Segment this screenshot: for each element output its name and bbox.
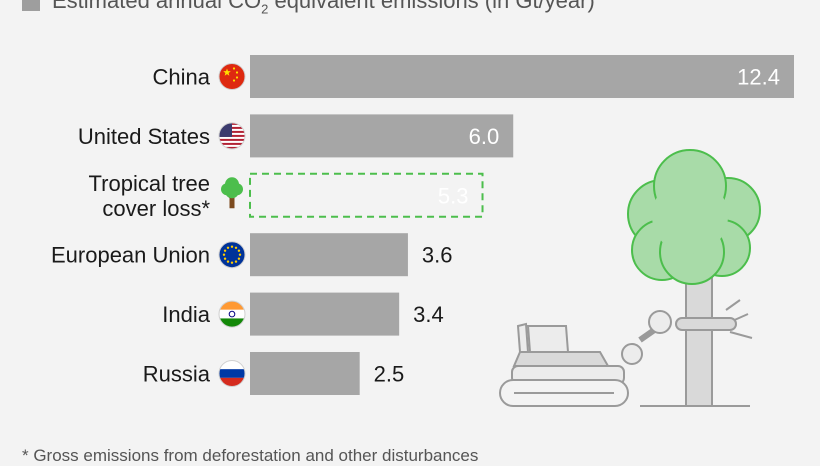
chart-legend: Estimated annual CO2 equivalent emission…	[22, 0, 595, 16]
bulldozer-illustration	[499, 299, 753, 407]
usa-flag-icon	[218, 122, 246, 150]
bar-row: United States 6.0	[78, 114, 514, 158]
bar-row: European Union 3.6	[51, 233, 453, 277]
legend-swatch	[22, 0, 40, 12]
tree-illustration	[627, 149, 761, 407]
bar	[250, 55, 794, 98]
category-label: Tropical tree cover loss*	[89, 171, 211, 221]
value-label: 6.0	[469, 124, 500, 149]
china-flag-icon	[218, 63, 246, 90]
bar	[250, 352, 360, 395]
value-label: 3.6	[422, 243, 453, 268]
category-label: Russia	[143, 362, 211, 387]
value-label: 12.4	[737, 65, 780, 90]
bar	[250, 292, 400, 336]
bar-chart: China 12.4 United States 6.0 Tropical tree co…	[51, 55, 794, 407]
eu-flag-icon	[218, 241, 246, 269]
india-flag-icon	[218, 300, 246, 328]
value-label: 5.3	[438, 183, 469, 208]
bar-highlight	[249, 172, 484, 218]
tree-bulldozer-illustration	[499, 149, 761, 407]
value-label: 3.4	[413, 302, 444, 327]
category-label: United States	[78, 124, 210, 149]
category-label: European Union	[51, 243, 210, 268]
bar	[250, 233, 408, 277]
category-label: India	[162, 302, 210, 327]
bar-row: China 12.4	[153, 55, 794, 98]
bar-row: Tropical tree cover loss* 5.3	[89, 171, 484, 221]
legend-label: Estimated annual CO2 equivalent emission…	[52, 0, 595, 17]
bar	[250, 114, 514, 158]
footnote: * Gross emissions from deforestation and…	[22, 446, 479, 465]
russia-flag-icon	[218, 360, 246, 387]
value-label: 2.5	[374, 362, 405, 387]
bar-row: India 3.4	[162, 292, 444, 336]
tree-icon	[221, 177, 243, 209]
category-label: China	[153, 65, 211, 90]
bar-row: Russia 2.5	[143, 352, 405, 395]
